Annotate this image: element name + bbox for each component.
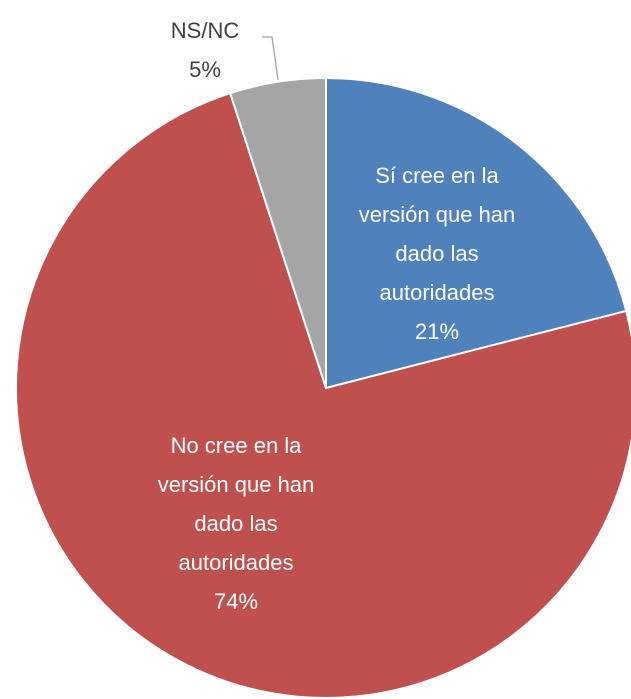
slice-value: 5%	[189, 57, 221, 82]
slice-label: Sí cree en la versión que han dado las a…	[358, 163, 516, 305]
pie-slice	[228, 76, 327, 389]
slice-value: 21%	[414, 319, 460, 344]
slice-label: No cree en la versión que han dado las a…	[157, 433, 315, 575]
pie-slice	[325, 76, 628, 390]
slice-value: 74%	[213, 589, 259, 614]
leader-line	[262, 36, 279, 81]
slice-label: NS/NC	[170, 18, 240, 43]
pie-slice	[15, 91, 631, 699]
